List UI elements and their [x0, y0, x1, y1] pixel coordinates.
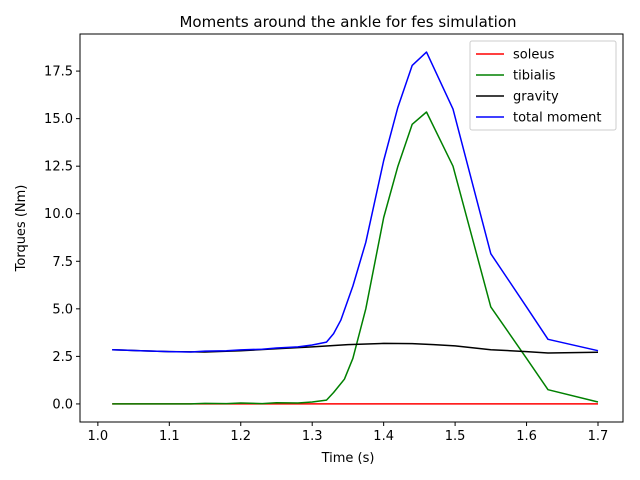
- y-tick-label: 15.0: [44, 112, 73, 127]
- x-tick-label: 1.4: [373, 429, 394, 444]
- axes-frame: [79, 33, 624, 423]
- legend-label-soleus: soleus: [513, 48, 555, 63]
- x-tick-label: 1.2: [230, 429, 251, 444]
- x-tick-label: 1.0: [88, 429, 109, 444]
- x-tick-label: 1.1: [159, 429, 180, 444]
- chart-title: Moments around the ankle for fes simulat…: [179, 13, 516, 31]
- x-axis-label: Time (s): [321, 451, 375, 466]
- legend-label-tibialis: tibialis: [513, 69, 556, 84]
- legend-label-total-moment: total moment: [513, 111, 601, 126]
- legend-box: [469, 40, 617, 131]
- x-tick-label: 1.3: [302, 429, 323, 444]
- y-axis-label: Torques (Nm): [14, 185, 29, 273]
- x-tick-label: 1.6: [516, 429, 537, 444]
- series-layer: [112, 51, 599, 405]
- x-tick-label: 1.7: [588, 429, 609, 444]
- y-axis-ticks: 0.0 2.5 5.0 7.5 10.0 12.5 15.0 17.5: [44, 65, 80, 412]
- series-line-tibialis: [112, 111, 599, 405]
- y-tick-label: 12.5: [44, 160, 73, 175]
- legend: soleus tibialis gravity total moment: [469, 40, 617, 131]
- y-tick-label: 0.0: [52, 397, 73, 412]
- y-tick-label: 10.0: [44, 207, 73, 222]
- x-tick-label: 1.5: [445, 429, 466, 444]
- legend-label-gravity: gravity: [513, 90, 559, 105]
- y-tick-label: 5.0: [52, 302, 73, 317]
- y-tick-label: 2.5: [52, 350, 73, 365]
- y-tick-label: 17.5: [44, 65, 73, 80]
- x-axis-ticks: 1.0 1.1 1.2 1.3 1.4 1.5 1.6 1.7: [88, 422, 609, 444]
- series-line-total-moment: [112, 51, 599, 353]
- plot-area: 1.0 1.1 1.2 1.3 1.4 1.5 1.6 1.7 0.0 2.5 5.0 7.5 10.…: [44, 33, 624, 444]
- y-tick-label: 7.5: [52, 255, 73, 270]
